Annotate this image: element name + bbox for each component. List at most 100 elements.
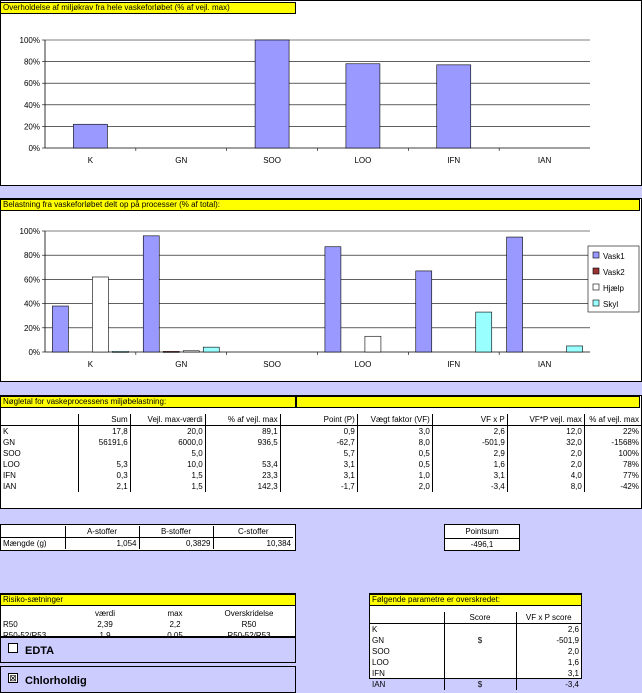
- chart1-xtick-label: GN: [175, 156, 187, 165]
- chart2-legend-swatch: [592, 251, 600, 259]
- params-cell: [443, 623, 516, 635]
- key-header-cell: [1, 414, 79, 426]
- key-row: IFN 0,3 1,5 23,3 3,1 1,0 3,1 4,0 77%: [1, 470, 641, 481]
- key-cell: LOO: [3, 460, 20, 469]
- risiko-header-row: værdi max Overskridelse: [1, 608, 293, 619]
- key-title-extension: [296, 396, 640, 408]
- risiko-cell: 1,9: [99, 631, 111, 640]
- chart2-ytick-label: 0%: [28, 348, 40, 357]
- key-cell: -3,4: [431, 481, 508, 492]
- key-cell: 0,9: [279, 425, 358, 437]
- chlorholdig-checkbox[interactable]: ⊠: [8, 673, 18, 683]
- key-cell: 1,6: [431, 459, 508, 470]
- key-cell: 2,0: [356, 481, 433, 492]
- chart2-legend-label: Hjælp: [603, 284, 624, 293]
- params-cell: 2,0: [515, 646, 581, 657]
- params-cell: $: [443, 679, 516, 690]
- chart2-legend-swatch: [592, 267, 600, 275]
- chart1-ytick-label: 20%: [24, 122, 40, 131]
- chart1-ytick-label: 60%: [24, 79, 40, 88]
- key-row: IAN 2,1 1,5 142,3 -1,7 2,0 -3,4 8,0 -42%: [1, 481, 641, 492]
- stoffer-cell: 0,3829: [138, 537, 213, 549]
- chart2-title: Belastning fra vaskeforløbet delt op på …: [0, 199, 640, 211]
- chart1-ytick-label: 0%: [28, 144, 40, 153]
- key-cell: -62,7: [279, 437, 358, 448]
- stoffer-header-cell: C-stoffer: [212, 526, 293, 538]
- key-table: Sum Vejl. max-værdi% af vejl. max Point (P…: [1, 414, 641, 492]
- key-cell: 10,0: [129, 459, 206, 470]
- key-row: LOO 5,3 10,0 53,4 3,1 0,5 1,6 2,0 78%: [1, 459, 641, 470]
- key-cell: 5,7: [279, 448, 358, 459]
- params-cell: SOO: [372, 647, 390, 656]
- key-cell: 1,0: [356, 470, 433, 481]
- chart2-xtick-label: IFN: [447, 360, 460, 369]
- key-cell: 2,0: [506, 448, 585, 459]
- key-cell: 100%: [583, 448, 641, 459]
- chart2-bar-vask2: [162, 351, 180, 353]
- params-row: LOO 1,6: [370, 657, 581, 668]
- key-cell: SOO: [3, 449, 21, 458]
- edta-checkbox[interactable]: [8, 643, 18, 653]
- key-cell: 32,0: [506, 437, 585, 448]
- chart2-bar-skyl: [475, 311, 493, 353]
- stoffer-cell: 1,054: [64, 537, 139, 549]
- key-header-cell: Point (P): [279, 414, 358, 426]
- chart2-bar-vask1: [324, 246, 342, 353]
- key-cell: -501,9: [431, 437, 508, 448]
- risiko-row: R50-52/R53 1,9 0,05 R50-52/R53: [1, 630, 293, 641]
- risiko-header-cell: [1, 608, 65, 619]
- params-row: SOO 2,0: [370, 646, 581, 657]
- stoffer-header-cell: [1, 526, 65, 538]
- chart2-ytick-label: 80%: [24, 251, 40, 260]
- key-cell: 12,0: [506, 425, 585, 437]
- chart1-ytick-label: 40%: [24, 101, 40, 110]
- pointsum-value: -496,1: [470, 540, 494, 549]
- key-cell: 2,9: [431, 448, 508, 459]
- chart2-legend-swatch: [592, 299, 600, 307]
- risiko-cell: R50-52/R53: [3, 631, 47, 640]
- key-cell: GN: [3, 438, 15, 447]
- pointsum-label: Pointsum: [465, 527, 499, 536]
- key-header-row: Sum Vejl. max-værdi% af vejl. max Point (P…: [1, 414, 641, 426]
- key-cell: 3,1: [431, 470, 508, 481]
- chart2-xtick-label: IAN: [538, 360, 552, 369]
- chart1-bar: [73, 123, 108, 149]
- key-cell: 17,8: [77, 425, 131, 437]
- params-cell: -501,9: [515, 635, 581, 646]
- key-cell: 3,0: [356, 425, 433, 437]
- chart2-ytick-label: 100%: [20, 227, 40, 236]
- risiko-cell: R50: [241, 620, 257, 629]
- key-row: SOO 5,0 5,7 0,5 2,9 2,0 100%: [1, 448, 641, 459]
- chart2-xtick-label: SOO: [263, 360, 281, 369]
- risiko-cell: 2,2: [169, 620, 181, 629]
- risiko-cell: 2,39: [97, 620, 113, 629]
- key-cell: 6000,0: [129, 437, 206, 448]
- params-cell: [443, 668, 516, 679]
- params-row: IFN 3,1: [370, 668, 581, 679]
- chart1-xtick-label: K: [88, 156, 94, 165]
- key-cell: 3,1: [279, 470, 358, 481]
- params-cell: [443, 646, 516, 657]
- chart2-legend-label: Vask2: [603, 268, 625, 277]
- chart2-bar-vask1: [506, 236, 523, 353]
- chart2-ytick-label: 40%: [24, 300, 40, 309]
- key-title: Nøgletal for vaskeprocessens miljøbelast…: [0, 396, 296, 408]
- chart2-legend-label: Vask1: [603, 252, 625, 261]
- key-cell: IFN: [3, 471, 16, 480]
- params-cell: K: [372, 625, 378, 634]
- params-cell: $: [443, 635, 516, 646]
- key-cell: 23,3: [204, 470, 281, 481]
- key-cell: 2,0: [506, 459, 585, 470]
- key-cell: 53,4: [204, 459, 281, 470]
- params-title: Følgende parametre er overskredet:: [369, 594, 582, 606]
- chart2-xtick-label: GN: [175, 360, 187, 369]
- stoffer-row-label: Mængde (g): [3, 539, 47, 548]
- chart2-legend-swatch: [592, 283, 600, 291]
- key-cell: [77, 448, 131, 459]
- chart2-bar-vask1: [142, 235, 160, 353]
- params-table: Score VF x P score K 2,6 GN $ -501,9 SOO 2,0 LOO 1…: [370, 612, 581, 690]
- key-header-cell: Vejl. max-værdi: [129, 414, 206, 426]
- key-cell: 89,1: [204, 425, 281, 437]
- key-cell: 56191,6: [77, 437, 131, 448]
- chart2-bar-skyl: [112, 351, 129, 353]
